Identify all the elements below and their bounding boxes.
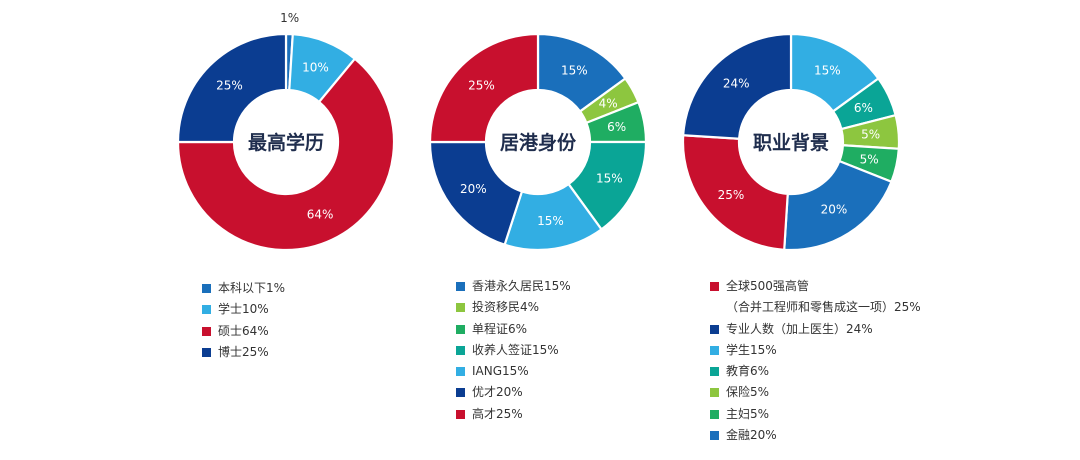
legend-label: 投资移民4%	[472, 300, 540, 315]
data-label: 15%	[561, 64, 588, 78]
legend-swatch	[456, 324, 465, 334]
legend-swatch	[710, 282, 719, 291]
legend-label: 教育6%	[726, 364, 770, 379]
slice-金融	[783, 160, 893, 252]
slice-专业人数（加上医生）	[682, 32, 793, 140]
data-label: 20%	[460, 182, 487, 196]
legend-education: 本科以下1% 学士10% 硕士64% 博士25%	[202, 278, 285, 363]
data-label: 15%	[537, 214, 564, 228]
legend-swatch	[202, 347, 211, 357]
data-label: 25%	[718, 188, 745, 202]
legend-item: 香港永久居民15%	[456, 276, 571, 297]
chart-title: 最高学历	[248, 131, 324, 154]
legend-swatch	[202, 284, 211, 293]
data-label: 5%	[861, 128, 880, 142]
legend-swatch	[456, 345, 465, 355]
data-label: 6%	[854, 101, 873, 115]
legend-item: 优才20%	[456, 382, 571, 403]
legend-item: 学士10%	[202, 299, 285, 320]
legend-item: 教育6%	[710, 361, 921, 382]
legend-item: 单程证6%	[456, 319, 571, 340]
legend-swatch	[202, 305, 211, 315]
legend-swatch	[710, 409, 719, 419]
legend-label: 硕士64%	[218, 323, 269, 338]
legend-swatch	[202, 326, 211, 336]
legend-label: 保险5%	[726, 385, 770, 400]
data-label: 4%	[599, 97, 618, 111]
data-label: 5%	[860, 153, 879, 167]
legend-item: 专业人数（加上医生）24%	[710, 319, 921, 340]
data-label: 1%	[280, 11, 299, 25]
legend-label: 优才20%	[472, 385, 523, 400]
legend-item: 金融20%	[710, 425, 921, 446]
data-label: 15%	[814, 64, 841, 78]
legend-item: 学生15%	[710, 340, 921, 361]
legend-swatch	[456, 409, 465, 419]
slice-全球500强高管	[681, 134, 789, 251]
legend-item: 保险5%	[710, 382, 921, 403]
legend-swatch	[710, 431, 719, 441]
legend-item: IANG15%	[456, 361, 571, 382]
legend-occupation: 全球500强高管 （合并工程师和零售成这一项）25% 专业人数（加上医生）24% 学…	[710, 276, 921, 446]
donut-3: 15% 6% 5% 5% 20% 25% 24% 职业背景	[681, 32, 901, 252]
chart-title: 职业背景	[753, 131, 829, 154]
legend-label: 金融20%	[726, 428, 777, 443]
data-label: 64%	[307, 207, 334, 221]
legend-label: 高才25%	[472, 406, 523, 421]
legend-swatch	[456, 388, 465, 398]
legend-label: 专业人数（加上医生）24%	[726, 321, 873, 336]
donut-2: 15% 4% 6% 15% 15% 20% 25% 居港身份	[428, 32, 648, 252]
legend-item: 投资移民4%	[456, 297, 571, 318]
legend-item: 收养人签证15%	[456, 340, 571, 361]
donut-1: 1% 10% 64% 25% 最高学历	[176, 11, 396, 252]
legend-item: 全球500强高管 （合并工程师和零售成这一项）25%	[710, 276, 921, 319]
legend-label: 学士10%	[218, 302, 269, 317]
data-label: 20%	[821, 203, 848, 217]
legend-swatch	[710, 388, 719, 398]
slice-硕士	[176, 57, 396, 252]
legend-item: 高才25%	[456, 404, 571, 425]
data-label: 10%	[302, 61, 329, 75]
legend-swatch	[456, 282, 465, 291]
data-label: 25%	[216, 78, 243, 92]
legend-residency: 香港永久居民15% 投资移民4% 单程证6% 收养人签证15% IANG15% 优才20%…	[456, 276, 571, 425]
data-label: 25%	[468, 78, 495, 92]
legend-label: 香港永久居民15%	[472, 279, 571, 293]
legend-swatch	[710, 345, 719, 355]
legend-swatch	[456, 367, 465, 377]
legend-label: IANG15%	[472, 364, 529, 379]
legend-swatch	[710, 367, 719, 377]
legend-swatch	[710, 324, 719, 334]
data-label: 24%	[723, 77, 750, 91]
legend-label: 收养人签证15%	[472, 342, 559, 357]
legend-item: 主妇5%	[710, 404, 921, 425]
legend-label: 博士25%	[218, 344, 269, 359]
legend-label: 本科以下1%	[218, 281, 286, 295]
legend-item: 博士25%	[202, 342, 285, 363]
slice-博士	[176, 32, 288, 144]
legend-label: 全球500强高管 （合并工程师和零售成这一项）25%	[726, 279, 921, 315]
data-label: 15%	[596, 171, 623, 185]
legend-label: 单程证6%	[472, 321, 528, 336]
legend-item: 硕士64%	[202, 321, 285, 342]
slice-优才	[428, 140, 524, 246]
legend-label: 学生15%	[726, 342, 777, 357]
legend-item: 本科以下1%	[202, 278, 285, 299]
slice-高才	[428, 32, 540, 144]
data-label: 6%	[607, 120, 626, 134]
legend-swatch	[456, 303, 465, 313]
legend-label: 主妇5%	[726, 406, 770, 421]
chart-title: 居港身份	[500, 131, 577, 154]
